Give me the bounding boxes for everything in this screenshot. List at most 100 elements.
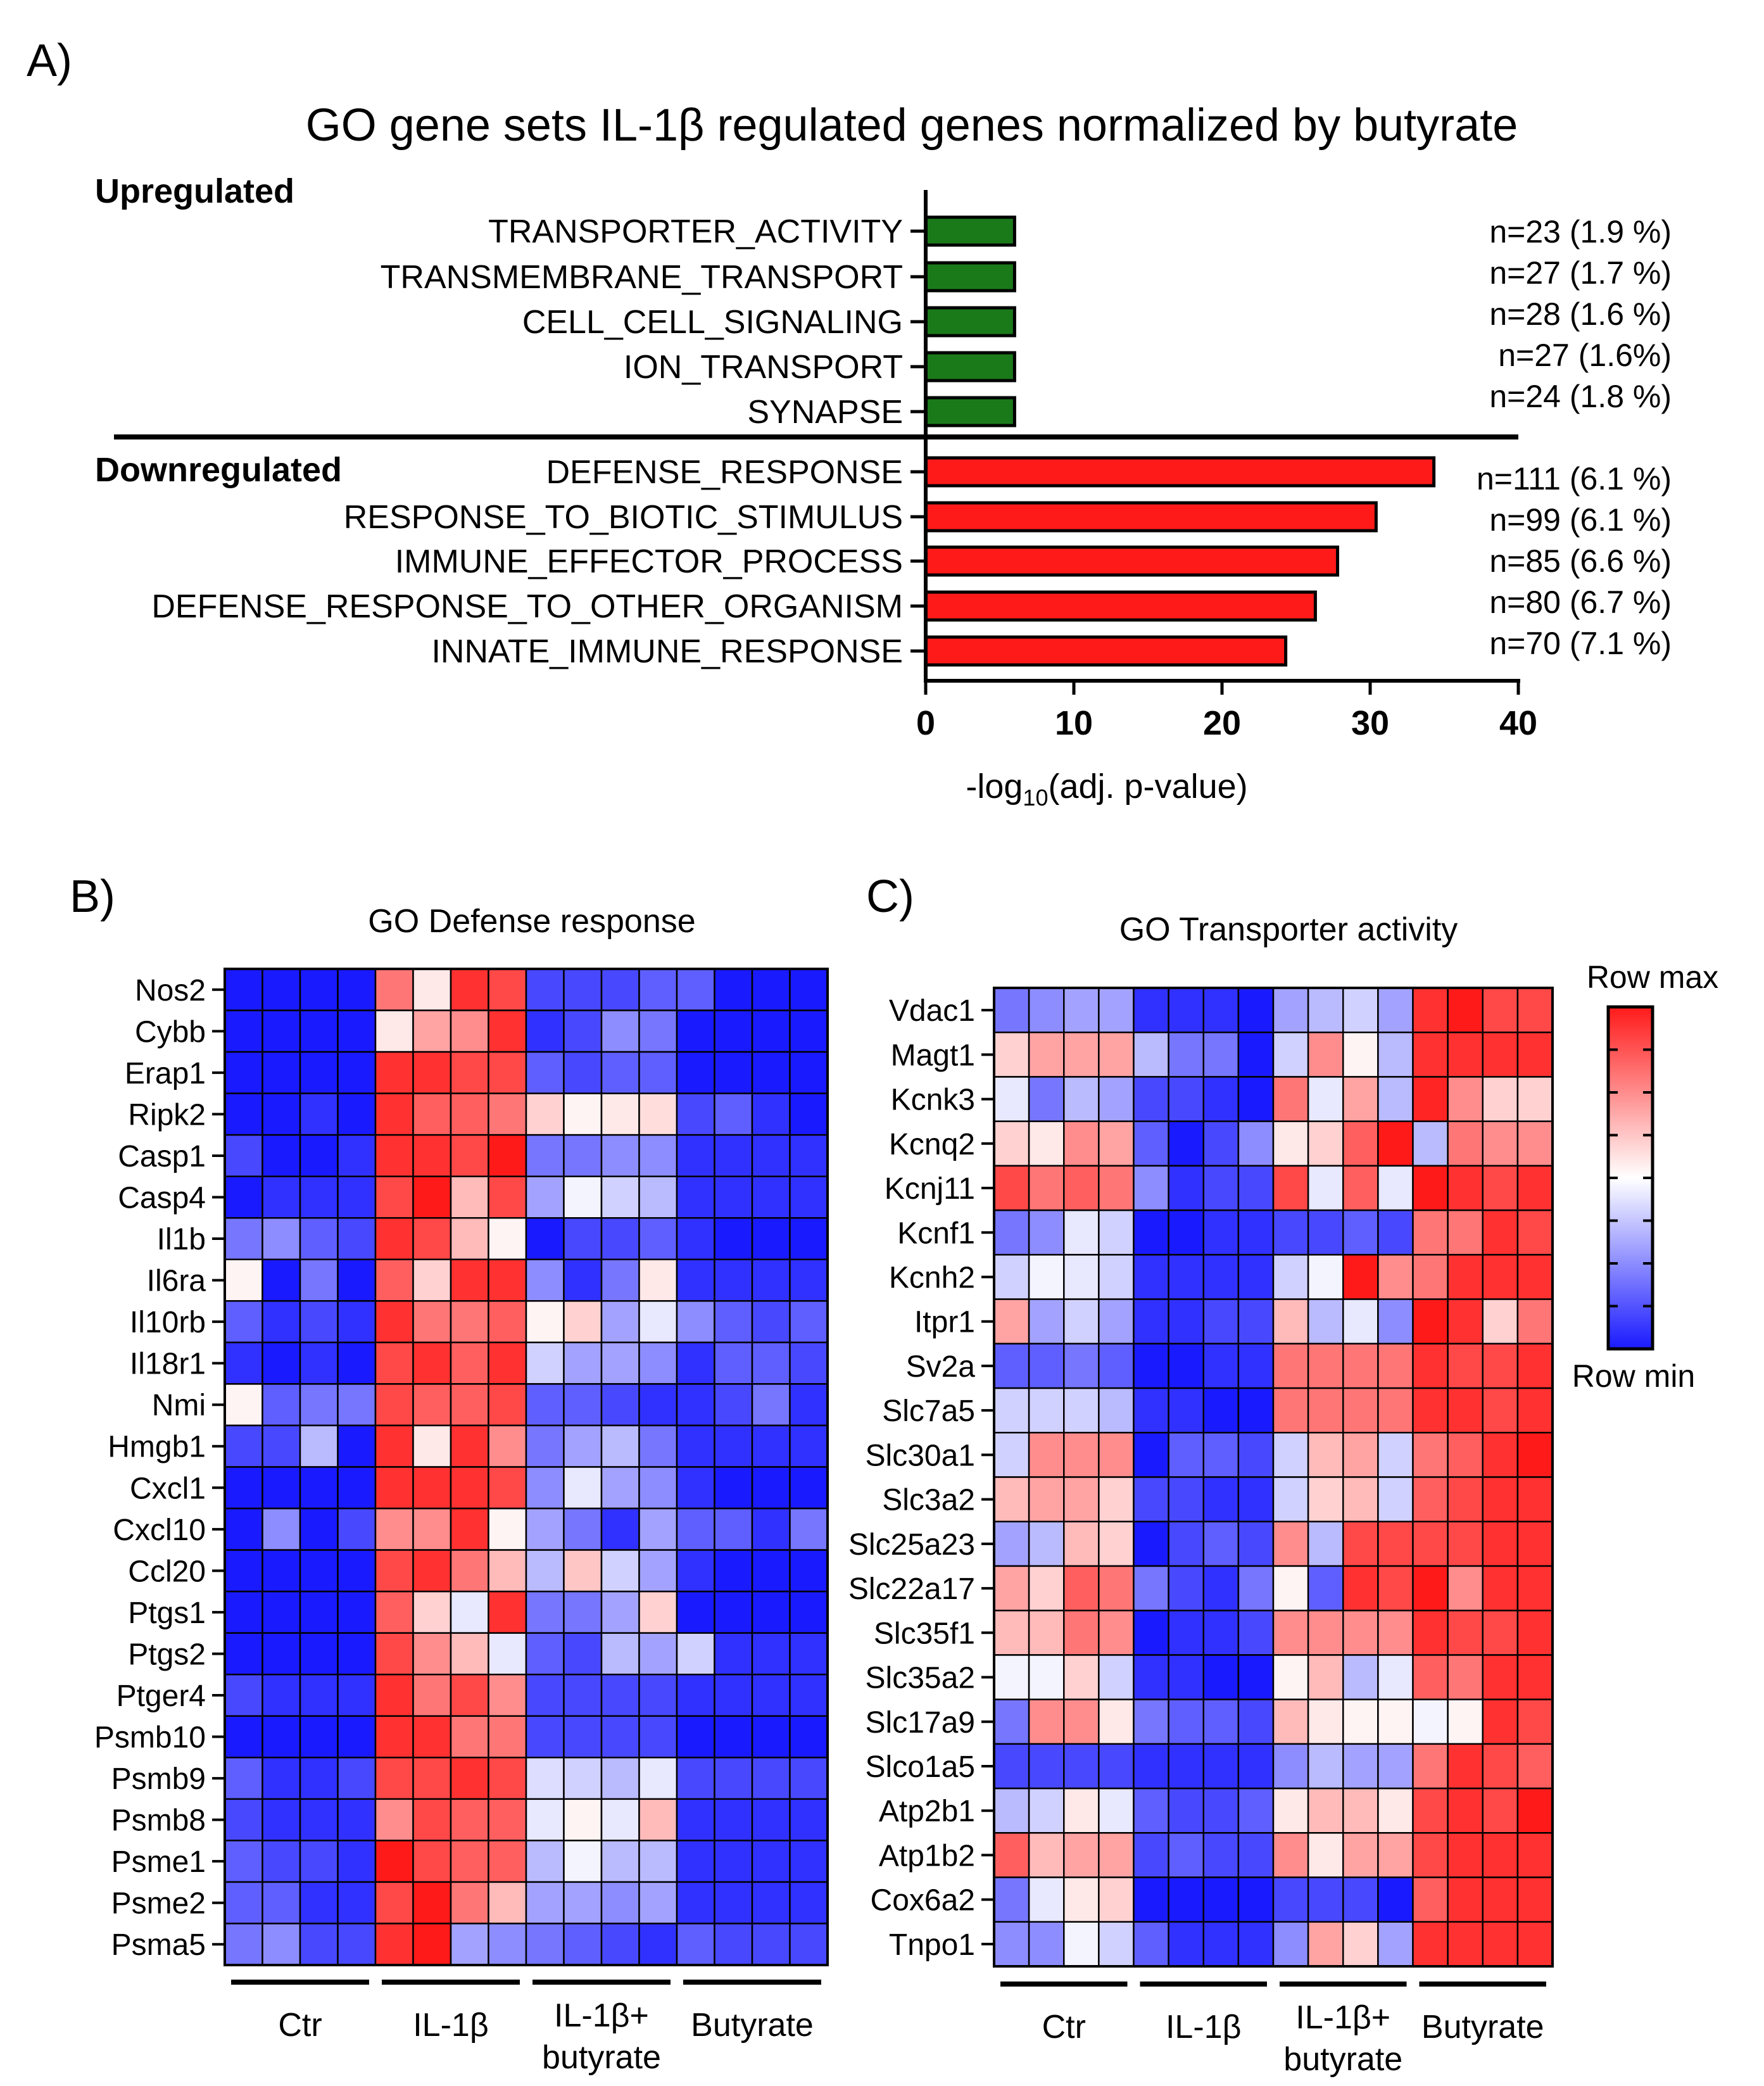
heatmap-cell-kcnj11-10: [1342, 1165, 1379, 1211]
heatmap-cell-erap1-2: [299, 1051, 339, 1094]
heatmap-cell-slc22a17-12: [1412, 1565, 1449, 1612]
heatmap-cell-slc22a17-9: [1307, 1565, 1344, 1612]
heatmap-cell-ptgs1-3: [337, 1590, 377, 1634]
heatmap-cell-kcnq2-13: [1447, 1120, 1484, 1167]
heatmap-cell-tnpo1-11: [1377, 1921, 1414, 1968]
heatmap-cell-psme1-1: [261, 1840, 301, 1883]
heatmap-cell-ptger4-4: [374, 1673, 414, 1717]
heatmap-cell-slc7a5-0: [993, 1387, 1030, 1434]
heatmap-cell-kcnq2-4: [1133, 1120, 1169, 1167]
heatmap-cell-cox6a2-6: [1202, 1876, 1240, 1923]
heatmap-cell-psme1-7: [488, 1840, 527, 1883]
heatmap-cell-il1b-8: [525, 1217, 565, 1261]
heatmap-cell-ptgs1-2: [299, 1590, 339, 1634]
heatmap-cell-slc22a17-11: [1377, 1565, 1414, 1612]
heatmap-cell-il6ra-1: [261, 1258, 301, 1302]
heatmap-cell-kcnq2-1: [1028, 1120, 1065, 1167]
heatmap-cell-slc25a23-7: [1237, 1520, 1275, 1567]
heatmap-cell-psme1-9: [563, 1840, 603, 1883]
heatmap-cell-cxcl10-15: [789, 1507, 829, 1551]
heatmap-cell-kcnf1-12: [1412, 1209, 1449, 1256]
heatmap-cell-hmgb1-1: [261, 1424, 301, 1468]
heatmap-cell-nmi-7: [488, 1383, 527, 1427]
heatmap-cell-ptgs1-0: [224, 1590, 263, 1634]
heatmap-cell-cybb-5: [412, 1009, 452, 1053]
heatmap-cell-magt1-0: [993, 1031, 1030, 1078]
heatmap-cell-vdac1-1: [1028, 987, 1065, 1034]
heatmap-cell-il10rb-12: [676, 1300, 715, 1344]
row-label-psmb8: Psmb8: [111, 1804, 206, 1838]
heatmap-cell-cxcl10-9: [563, 1507, 603, 1551]
heatmap-cell-erap1-8: [525, 1051, 565, 1094]
heatmap-cell-slco1a5-8: [1272, 1743, 1309, 1790]
row-label-vdac1: Vdac1: [889, 994, 975, 1028]
heatmap-cell-nmi-10: [600, 1383, 640, 1427]
heatmap-cell-tnpo1-3: [1098, 1921, 1135, 1968]
heatmap-cell-slc3a2-1: [1028, 1476, 1065, 1522]
heatmap-cell-ripk2-10: [600, 1092, 640, 1136]
heatmap-cell-slc3a2-14: [1482, 1476, 1519, 1522]
heatmap-cell-vdac1-9: [1307, 987, 1344, 1034]
heatmap-cell-psmb10-14: [751, 1715, 791, 1759]
heatmap-cell-psmb10-9: [563, 1715, 603, 1759]
heatmap-cell-hmgb1-7: [488, 1424, 527, 1468]
heatmap-cell-kcnj11-4: [1133, 1165, 1169, 1211]
heatmap-cell-magt1-1: [1028, 1031, 1065, 1078]
heatmap-cell-psme1-15: [789, 1840, 829, 1883]
heatmap-cell-psme1-11: [638, 1840, 678, 1883]
heatmap-cell-ptger4-14: [751, 1673, 791, 1717]
heatmap-cell-slc7a5-8: [1272, 1387, 1309, 1434]
heatmap-cell-nmi-6: [450, 1383, 489, 1427]
heatmap-cell-casp4-9: [563, 1175, 603, 1219]
heatmap-cell-hmgb1-10: [600, 1424, 640, 1468]
heatmap-cell-kcnk3-13: [1447, 1076, 1484, 1122]
heatmap-b-title: GO Defense response: [368, 903, 695, 940]
heatmap-cell-sv2a-5: [1168, 1343, 1204, 1389]
heatmap-cell-cxcl1-3: [337, 1466, 377, 1510]
heatmap-cell-hmgb1-3: [337, 1424, 377, 1468]
heatmap-cell-tnpo1-4: [1133, 1921, 1169, 1968]
heatmap-cell-psmb9-9: [563, 1757, 603, 1800]
heatmap-cell-slc22a17-6: [1202, 1565, 1240, 1612]
heatmap-cell-kcnq2-2: [1063, 1120, 1100, 1167]
heatmap-cell-cxcl1-4: [374, 1466, 414, 1510]
heatmap-cell-il6ra-3: [337, 1258, 377, 1302]
heatmap-cell-cox6a2-14: [1482, 1876, 1519, 1923]
heatmap-cell-slc17a9-4: [1133, 1698, 1169, 1745]
heatmap-cell-il18r1-11: [638, 1341, 678, 1385]
heatmap-cell-hmgb1-0: [224, 1424, 263, 1468]
heatmap-cell-kcnj11-11: [1377, 1165, 1414, 1211]
heatmap-cell-kcnf1-13: [1447, 1209, 1484, 1256]
heatmap-cell-slc35f1-5: [1168, 1609, 1204, 1656]
bar-synapse: [924, 396, 1016, 427]
heatmap-cell-slc35a2-5: [1168, 1654, 1204, 1700]
heatmap-cell-slc30a1-10: [1342, 1432, 1379, 1478]
row-label-slc3a2: Slc3a2: [882, 1484, 975, 1517]
heatmap-cell-vdac1-12: [1412, 987, 1449, 1034]
heatmap-cell-casp4-2: [299, 1175, 339, 1219]
heatmap-cell-kcnf1-1: [1028, 1209, 1065, 1256]
heatmap-cell-itpr1-11: [1377, 1298, 1414, 1345]
heatmap-cell-psme2-9: [563, 1881, 603, 1925]
heatmap-cell-atp2b1-11: [1377, 1787, 1414, 1834]
heatmap-cell-kcnj11-9: [1307, 1165, 1344, 1211]
row-label-ptgs2: Ptgs2: [128, 1638, 206, 1671]
heatmap-cell-casp4-11: [638, 1175, 678, 1219]
heatmap-cell-itpr1-9: [1307, 1298, 1344, 1345]
heatmap-cell-vdac1-13: [1447, 987, 1484, 1034]
heatmap-cell-ptgs1-5: [412, 1590, 452, 1634]
heatmap-cell-psme2-10: [600, 1881, 640, 1925]
heatmap-cell-slc7a5-14: [1482, 1387, 1519, 1434]
heatmap-cell-ccl20-15: [789, 1549, 829, 1593]
heatmap-cell-kcnh2-7: [1237, 1254, 1275, 1300]
group-label-il-1: IL-1β+: [554, 1997, 649, 2034]
heatmap-cell-slc35f1-10: [1342, 1609, 1379, 1656]
heatmap-cell-ptgs2-15: [789, 1632, 829, 1676]
heatmap-cell-casp4-7: [488, 1175, 527, 1219]
heatmap-cell-atp2b1-6: [1202, 1787, 1240, 1834]
heatmap-cell-psme2-5: [412, 1881, 452, 1925]
heatmap-cell-ripk2-11: [638, 1092, 678, 1136]
heatmap-cell-il10rb-4: [374, 1300, 414, 1344]
heatmap-cell-erap1-9: [563, 1051, 603, 1094]
